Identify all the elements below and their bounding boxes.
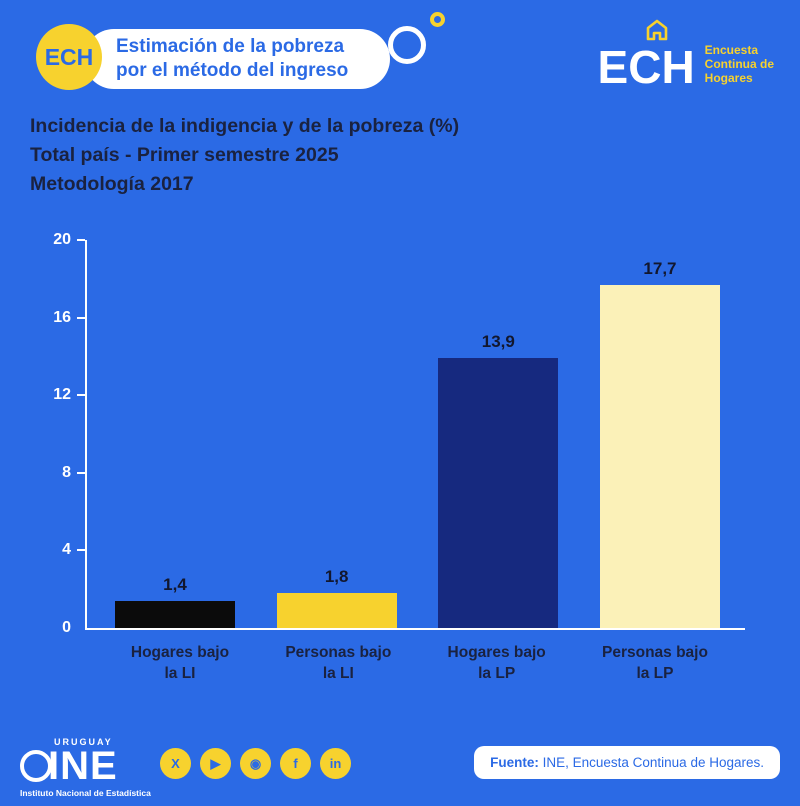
y-tick-mark — [77, 316, 85, 319]
ech-logo-subtitle: Encuesta Continua de Hogares — [705, 43, 774, 90]
source-label: Fuente: — [490, 755, 539, 770]
x-axis-line — [85, 628, 745, 630]
plot-area: 1,4 1,8 13,9 17,7 Hogares bajo la LI Personas… — [53, 231, 745, 682]
y-tick-mark — [77, 239, 85, 241]
ine-ring-icon — [20, 750, 52, 782]
bar-hogares-bajo-la-li — [115, 600, 235, 628]
ech-badge: ECH — [36, 24, 102, 90]
instagram-icon: ◉ — [240, 748, 271, 779]
y-tick-label: 4 — [62, 541, 71, 559]
x-axis-labels: Hogares bajo la LI Personas bajo la LI Hogar… — [85, 642, 745, 684]
facebook-icon: f — [280, 748, 311, 779]
x-axis-label: Personas bajo la LI — [285, 644, 392, 682]
x-axis-label: Hogares bajo la LI — [130, 644, 230, 682]
bar-column: 1,8 — [276, 567, 397, 628]
y-tick-mark — [77, 471, 85, 474]
bar-value-label: 1,8 — [324, 567, 349, 587]
ine-subtitle: Instituto Nacional de Estadística — [20, 788, 151, 798]
header-title-line1: Estimación de la pobreza — [116, 36, 345, 57]
ech-logo-subtitle-line: Encuesta — [704, 43, 759, 57]
bar-value-label: 17,7 — [643, 258, 677, 278]
bar-column: 1,4 — [115, 575, 235, 628]
house-icon — [646, 19, 667, 41]
social-icons: X ▶ ◉ f in — [160, 748, 351, 779]
ech-logo-subtitle-line: Continua de — [704, 57, 774, 71]
x-axis-label: Hogares bajo la LP — [447, 644, 546, 682]
y-tick-label: 8 — [62, 463, 71, 481]
decorative-ring-yellow-icon — [430, 12, 445, 27]
x-icon: X — [160, 748, 191, 779]
y-tick-mark — [77, 549, 85, 552]
ech-logo: ECH Encuesta Continua de Hogares — [598, 18, 774, 90]
bar-personas-bajo-la-li — [276, 593, 397, 628]
linkedin-icon: in — [320, 748, 351, 779]
source-pill: Fuente: INE, Encuesta Continua de Hogare… — [474, 746, 780, 779]
bar-value-label: 1,4 — [163, 574, 187, 594]
y-tick-label: 20 — [53, 231, 71, 248]
bar-column: 17,7 — [599, 258, 720, 628]
chart-heading: Incidencia de la indigencia y de la pobr… — [30, 112, 459, 199]
bar-personas-bajo-la-lp — [599, 284, 720, 628]
bar-hogares-bajo-la-lp — [438, 358, 559, 628]
decorative-ring-white-icon — [388, 26, 426, 64]
y-tick-label: 16 — [53, 308, 71, 326]
ech-badge-label: ECH — [44, 43, 94, 70]
ine-acronym: INE — [48, 744, 118, 788]
youtube-icon: ▶ — [200, 748, 231, 779]
ech-logo-subtitle-line: Hogares — [704, 71, 753, 85]
bar-column: 13,9 — [438, 332, 559, 628]
bar-value-label: 13,9 — [481, 332, 515, 352]
ine-country-label: URUGUAY — [54, 737, 113, 747]
chart-title: Incidencia de la indigencia y de la pobr… — [30, 115, 460, 137]
ine-logo: URUGUAY INE Instituto Nacional de Estadí… — [20, 737, 160, 798]
y-tick-mark — [77, 394, 85, 397]
source-text: INE, Encuesta Continua de Hogares. — [538, 755, 764, 770]
y-tick-label: 12 — [53, 386, 71, 404]
header-title-pill: Estimación de la pobreza por el método d… — [84, 29, 391, 89]
x-axis-label: Personas bajo la LP — [602, 644, 708, 682]
y-axis-line — [85, 240, 87, 630]
bars: 1,4 1,8 13,9 17,7 — [85, 240, 745, 628]
header-title-line2: por el método del ingreso — [116, 60, 349, 81]
chart-subtitle: Total país - Primer semestre 2025 — [30, 144, 339, 166]
chart-methodology: Metodología 2017 — [30, 173, 194, 195]
ech-logo-text: ECH — [597, 41, 695, 93]
y-tick-label: 0 — [62, 619, 71, 636]
